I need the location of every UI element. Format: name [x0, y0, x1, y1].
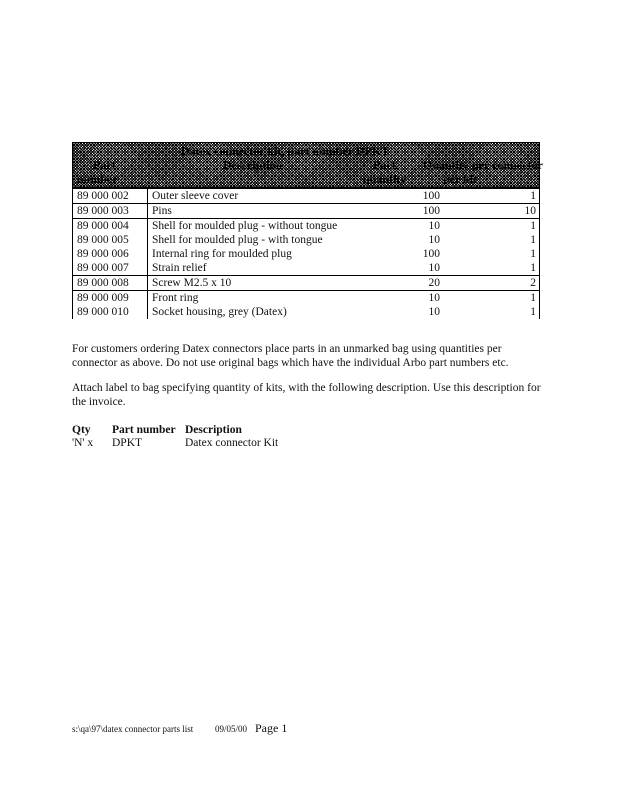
cell-pack: 10 — [428, 292, 441, 304]
table-row: 89 000 009 Front ring 10 1 — [72, 290, 540, 305]
cell-pack: 100 — [422, 248, 440, 260]
subheader-qty: per kit — [443, 172, 478, 186]
cell-part: 89 000 005 — [73, 233, 148, 247]
cell-pack: 10 — [428, 220, 441, 232]
paragraph-instructions: For customers ordering Datex connectors … — [72, 343, 509, 369]
cell-pack: 100 — [422, 205, 440, 217]
cell-pack: 20 — [428, 277, 441, 289]
cell-pack: 10 — [428, 306, 441, 318]
cell-part: 89 000 007 — [73, 261, 148, 275]
cell-qty: 1 — [530, 262, 536, 274]
label-qty: 'N' x — [72, 437, 94, 449]
cell-qty: 1 — [530, 248, 536, 260]
cell-desc: Socket housing, grey (Datex) — [152, 306, 287, 318]
cell-part: 89 000 002 — [73, 189, 148, 203]
header-qty: Quantity per connector — [423, 158, 543, 172]
cell-desc: Shell for moulded plug - without tongue — [152, 220, 338, 232]
cell-part: 89 000 009 — [73, 291, 148, 305]
cell-desc: Front ring — [152, 292, 199, 304]
header-pack: Pack — [373, 158, 399, 172]
cell-qty: 1 — [530, 234, 536, 246]
table-row: 89 000 007 Strain relief 10 1 — [72, 261, 540, 275]
label-header-part: Part number — [112, 424, 176, 436]
cell-pack: 10 — [428, 234, 441, 246]
cell-qty: 2 — [530, 277, 536, 289]
header-description: Description — [223, 158, 283, 172]
header-part: Part — [93, 158, 116, 172]
cell-part: 89 000 004 — [73, 219, 148, 233]
table-row: 89 000 004 Shell for moulded plug - witho… — [72, 218, 540, 233]
cell-qty: 1 — [530, 292, 536, 304]
cell-desc: Outer sleeve cover — [152, 190, 239, 202]
subheader-pack: quantity — [363, 172, 407, 186]
footer-file: s:\qa\97\datex connector parts list — [72, 724, 194, 734]
cell-desc: Screw M2.5 x 10 — [152, 277, 232, 289]
cell-pack: 100 — [422, 190, 440, 202]
table-row: 89 000 003 Pins 100 10 — [72, 203, 540, 218]
label-header-qty: Qty — [72, 424, 91, 436]
table-row: 89 000 002 Outer sleeve cover 100 1 — [72, 188, 540, 203]
table-header: Datex connector kit, part number DPKT Pa… — [72, 142, 543, 188]
table-title: Datex connector kit, part number DPKT — [181, 144, 390, 158]
footer-date: 09/05/00 — [215, 724, 248, 734]
cell-qty: 1 — [530, 306, 536, 318]
cell-desc: Pins — [152, 205, 172, 217]
paragraph-label: Attach label to bag specifying quantity … — [72, 382, 541, 408]
footer-page: Page 1 — [255, 721, 288, 735]
label-part: DPKT — [112, 437, 143, 449]
cell-qty: 1 — [530, 190, 536, 202]
table-row: 89 000 006 Internal ring for moulded plug… — [72, 247, 540, 261]
table-row: 89 000 005 Shell for moulded plug - with … — [72, 233, 540, 247]
cell-part: 89 000 008 — [73, 276, 148, 290]
cell-part: 89 000 010 — [73, 305, 148, 319]
cell-part: 89 000 003 — [73, 204, 148, 218]
cell-qty: 1 — [530, 220, 536, 232]
label-header-desc: Description — [185, 424, 242, 436]
cell-pack: 10 — [428, 262, 441, 274]
cell-desc: Internal ring for moulded plug — [152, 248, 292, 260]
table-row: 89 000 008 Screw M2.5 x 10 20 2 — [72, 275, 540, 290]
label-desc: Datex connector Kit — [185, 437, 279, 449]
cell-part: 89 000 006 — [73, 247, 148, 261]
cell-desc: Shell for moulded plug - with tongue — [152, 234, 323, 246]
cell-qty: 10 — [524, 205, 537, 217]
cell-desc: Strain relief — [152, 262, 207, 274]
parts-table: Datex connector kit, part number DPKT Pa… — [72, 142, 543, 319]
subheader-part: number — [77, 172, 118, 186]
table-row: 89 000 010 Socket housing, grey (Datex) 10… — [72, 305, 540, 319]
